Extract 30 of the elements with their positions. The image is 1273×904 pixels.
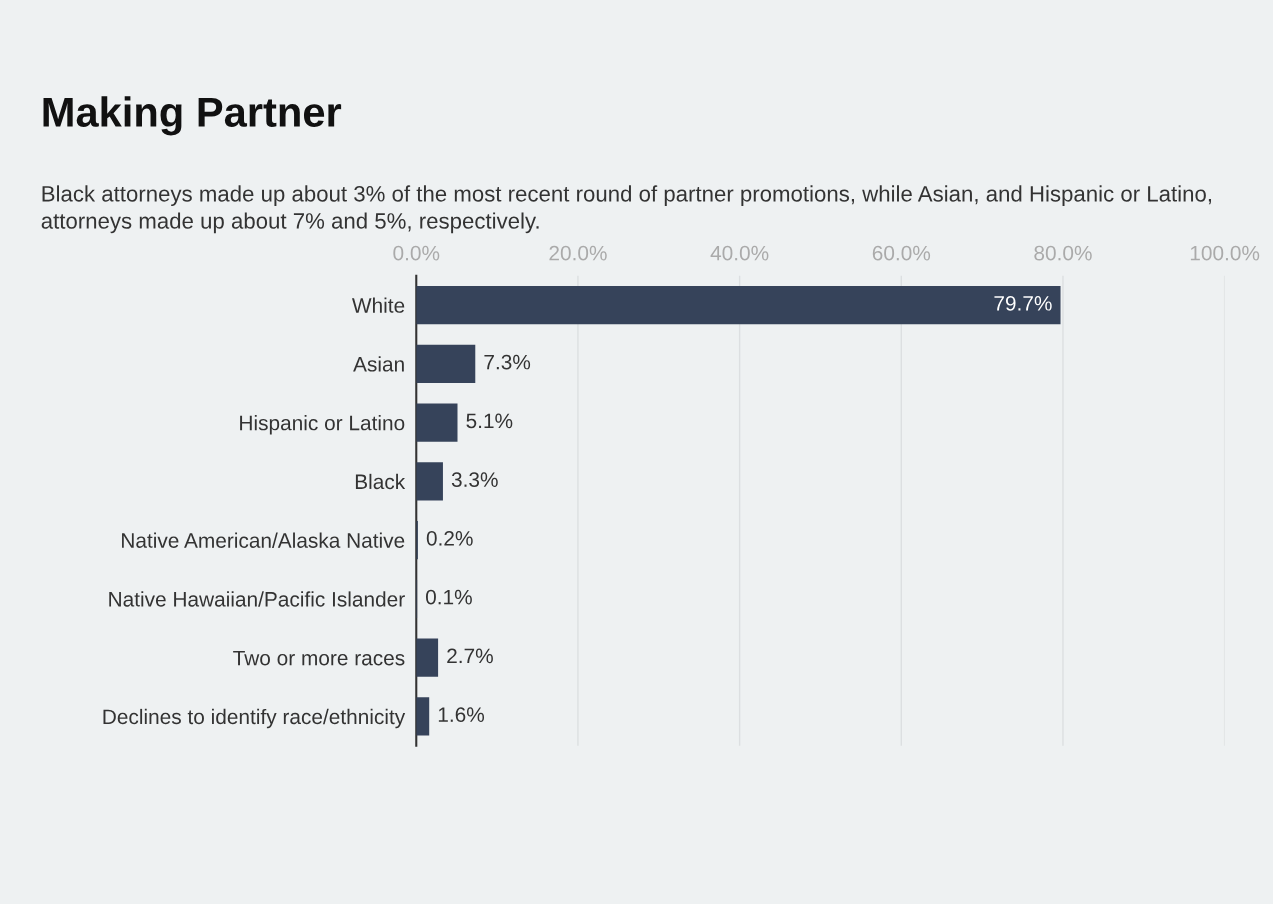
y-tick-label: Asian bbox=[353, 356, 404, 372]
bar bbox=[416, 638, 439, 677]
data-label: 0.2% bbox=[426, 530, 473, 546]
y-tick-label: Native Hawaiian/Pacific Islander bbox=[109, 591, 405, 607]
bar bbox=[416, 344, 476, 383]
x-tick-label: 20.0% bbox=[549, 245, 607, 261]
data-label: 5.1% bbox=[466, 413, 513, 429]
data-label: 3.3% bbox=[451, 472, 498, 487]
x-tick-label: 0.0% bbox=[393, 245, 440, 261]
y-tick-label: Declines to identify race/ethnicity bbox=[103, 708, 406, 729]
y-tick-label: Two or more races bbox=[233, 650, 405, 666]
data-label: 2.7% bbox=[447, 648, 493, 664]
y-tick-label: Black bbox=[355, 473, 406, 490]
y-tick-label: White bbox=[352, 297, 405, 313]
x-tick-label: 100.0% bbox=[1190, 245, 1260, 261]
bar bbox=[416, 462, 443, 501]
data-label: 1.6% bbox=[438, 707, 485, 723]
x-tick-label: 40.0% bbox=[710, 245, 769, 261]
data-label: 0.1% bbox=[425, 589, 472, 605]
x-tick-label: 80.0% bbox=[1034, 245, 1092, 261]
chart-title: Making Partner bbox=[43, 96, 342, 136]
bar bbox=[416, 286, 1061, 325]
chart-subtitle: Black attorneys made up about 3% of the most recent round of partner promotions, while Asian, and Hispanic or Latino, attorneys made up about 7% and 5%, respectively. bbox=[41, 185, 1212, 234]
data-label: 79.7% bbox=[994, 295, 1052, 311]
y-tick-label: Hispanic or Latino bbox=[240, 415, 405, 435]
data-label: 7.3% bbox=[484, 354, 531, 370]
bar bbox=[416, 403, 458, 442]
x-tick-label: 60.0% bbox=[872, 245, 931, 261]
y-tick-label: Native American/Alaska Native bbox=[122, 532, 405, 548]
bar bbox=[416, 697, 430, 736]
